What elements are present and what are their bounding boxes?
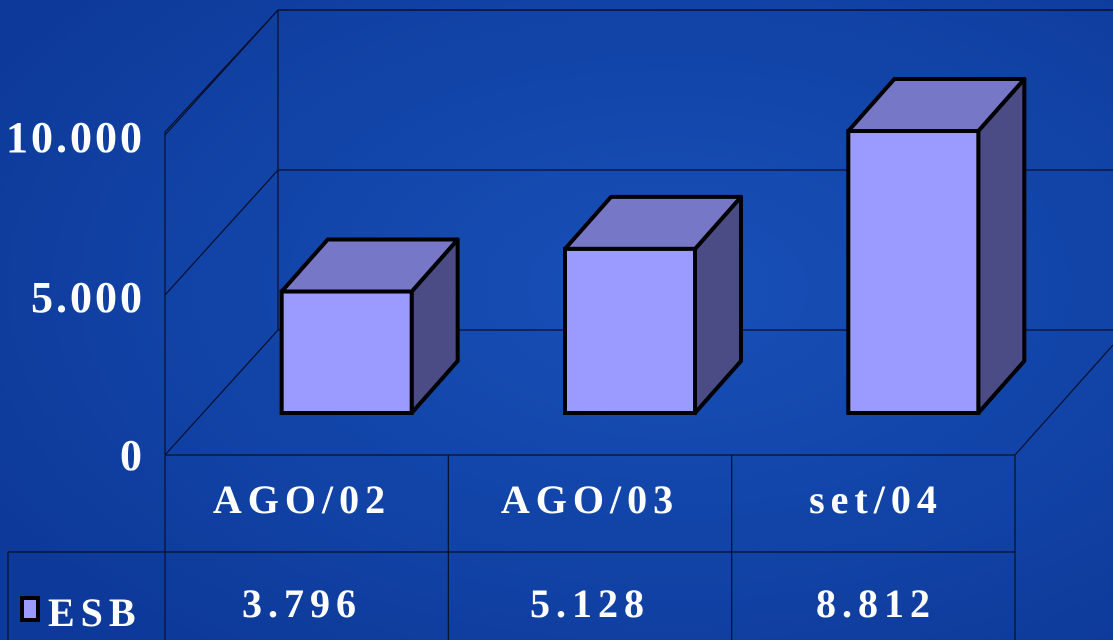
legend-label-esb: ESB — [48, 590, 142, 635]
gridline-diagonal-0 — [164, 329, 279, 456]
bar-series-esb — [279, 77, 1027, 416]
category-label-1: AGO/03 — [501, 477, 679, 522]
bar-front-2 — [846, 129, 981, 416]
y-axis-ticks: 0 5.000 10.000 — [6, 113, 145, 480]
bar-front-0 — [279, 289, 414, 416]
bar-1 — [563, 194, 743, 415]
bar-2 — [846, 77, 1027, 416]
y-tick-label-1: 5.000 — [31, 273, 145, 322]
bar-front-1 — [563, 246, 697, 415]
data-value-label-2: 8.812 — [816, 581, 936, 626]
left-wall-top-edge — [164, 9, 279, 133]
bar-side-2 — [976, 77, 1027, 415]
floor-right-edge — [1014, 344, 1113, 456]
y-tick-label-2: 10.000 — [6, 113, 145, 162]
gridline-diagonal-1 — [164, 169, 279, 296]
data-table: ESB AGO/02 AGO/03 set/04 3.796 5.128 8.8… — [7, 455, 1016, 640]
data-value-label-0: 3.796 — [242, 581, 362, 626]
category-label-2: set/04 — [809, 477, 943, 522]
bar-0 — [279, 237, 460, 416]
data-value-label-1: 5.128 — [530, 581, 650, 626]
legend-swatch-esb — [20, 596, 40, 622]
category-label-0: AGO/02 — [213, 477, 391, 522]
y-tick-label-0: 0 — [120, 431, 145, 480]
